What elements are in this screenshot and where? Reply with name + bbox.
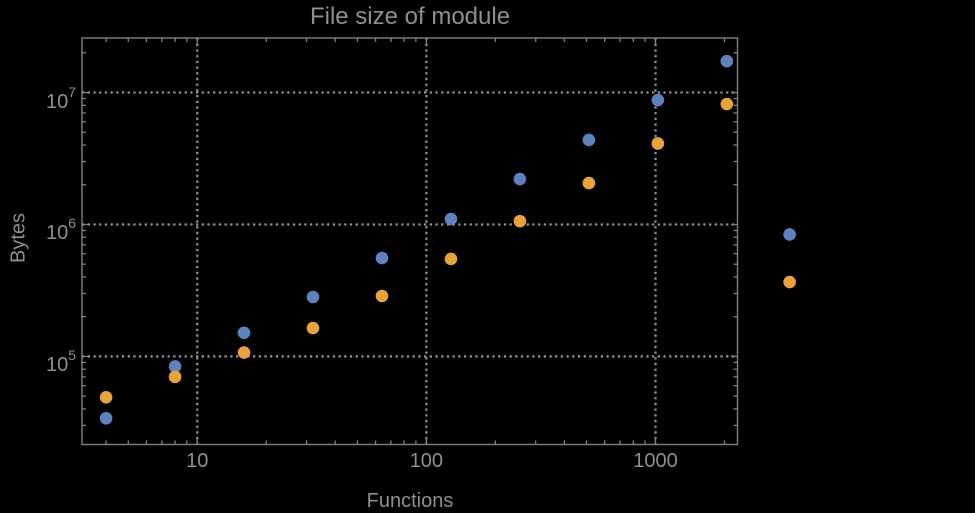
y-tick-label: 105 [18,343,76,377]
data-point-orange-series [651,137,665,150]
data-point-orange-series [513,214,527,228]
data-point-orange-series [444,252,458,266]
chart-title: File size of module [309,3,511,30]
data-point-blue-series [720,54,734,68]
data-point-blue-series [306,290,320,304]
y-tick-exponent: 7 [68,83,76,100]
data-point-orange-series [306,321,320,335]
data-point-orange-series [783,275,796,289]
data-point-orange-series [582,176,596,190]
data-point-blue-series [237,326,251,340]
data-point-blue-series [168,360,182,373]
y-tick-base: 10 [45,90,69,113]
y-tick-exponent: 5 [68,347,76,364]
data-point-orange-series [99,390,113,404]
y-tick-exponent: 6 [68,215,76,232]
y-tick-base: 10 [45,222,69,245]
x-tick-label: 1000 [633,450,678,472]
x-tick-label: 10 [186,450,209,472]
x-axis-label: Functions [366,490,454,512]
y-tick-label: 107 [18,80,76,114]
data-point-blue-series [375,251,389,265]
data-point-blue-series [99,411,113,425]
data-point-blue-series [444,212,458,226]
data-point-blue-series [651,93,665,107]
data-point-blue-series [783,228,796,241]
y-tick-base: 10 [45,354,69,377]
data-point-blue-series [513,172,527,186]
x-tick-label: 100 [409,450,444,472]
plot-frame [81,37,739,446]
data-point-blue-series [582,133,596,147]
data-point-orange-series [237,346,251,359]
data-point-orange-series [375,289,389,303]
y-tick-label: 106 [18,211,76,245]
data-point-orange-series [168,370,182,384]
data-point-orange-series [720,97,734,111]
